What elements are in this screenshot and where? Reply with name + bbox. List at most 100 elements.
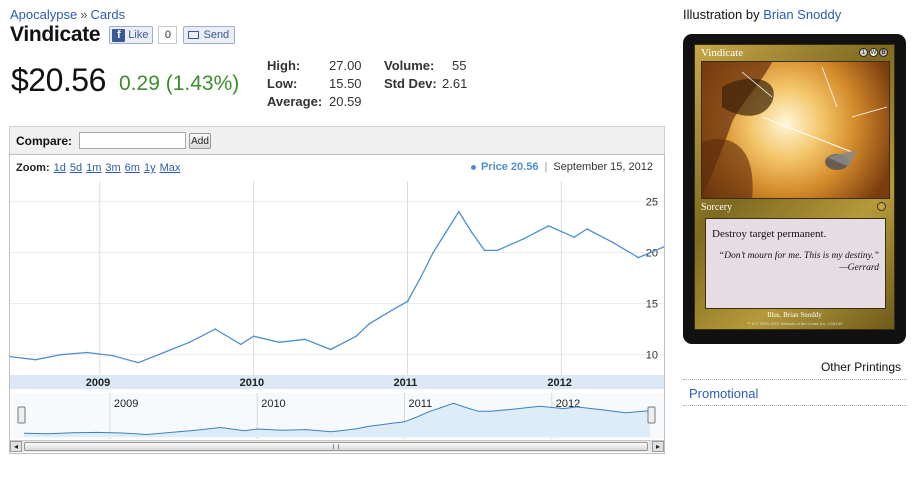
facebook-like-button[interactable]: f Like: [109, 26, 154, 44]
price-point: [547, 225, 550, 227]
zoom-3m[interactable]: 3m: [105, 162, 121, 174]
flavor-quote: “Don’t mourn for me. This is my destiny.…: [718, 251, 879, 261]
price-point: [278, 341, 281, 344]
y-tick-label: 15: [646, 299, 658, 311]
card-rules-text: Destroy target permanent.: [712, 228, 827, 240]
price-change: 0.29 (1.43%): [119, 72, 240, 95]
card-artist-line: Illus. Brian Snoddy: [767, 311, 822, 319]
stat-stddev: Std Dev: 2.61: [384, 76, 467, 91]
zoom-5d[interactable]: 5d: [69, 162, 83, 174]
title-row: Vindicate f Like 0 Send: [10, 23, 236, 47]
zoom-controls: Zoom: 1d 5d 1m 3m 6m 1y Max: [16, 162, 180, 174]
price-point: [368, 323, 370, 325]
price-point: [252, 335, 255, 337]
illustration-credit: Illustration by Brian Snoddy: [683, 7, 841, 22]
mana-black-icon: B: [879, 48, 888, 57]
chart-scrollbar[interactable]: ◂ ▸: [10, 440, 664, 452]
compare-label: Compare:: [16, 134, 73, 148]
compare-input[interactable]: [79, 132, 186, 149]
navigator-tick-label: 2009: [114, 398, 138, 410]
stat-high-value: 27.00: [329, 58, 362, 73]
zoom-max[interactable]: Max: [159, 162, 181, 174]
price-point: [406, 300, 409, 303]
stat-low-label: Low:: [267, 76, 298, 91]
series-dot-icon: [470, 164, 476, 170]
price-point: [240, 343, 242, 346]
price-point: [419, 277, 422, 279]
navigator-line: [23, 402, 651, 436]
price-point: [393, 307, 396, 310]
breadcrumb: Apocalypse» Cards: [10, 7, 125, 22]
price-point: [163, 351, 165, 354]
price-point: [60, 353, 63, 356]
card-copyright: ™ & © 1993–2001 Wizards of the Coast, In…: [746, 321, 843, 326]
price-point: [611, 241, 614, 244]
scroll-left-button[interactable]: ◂: [10, 441, 22, 452]
x-tick-label: 2011: [394, 377, 418, 389]
chart-legend: Price 20.56 | September 15, 2012: [470, 161, 653, 173]
zoom-1d[interactable]: 1d: [53, 162, 66, 174]
envelope-icon: [188, 31, 200, 39]
zoom-1y[interactable]: 1y: [143, 162, 156, 174]
navigator-left-handle[interactable]: [17, 406, 26, 424]
page-title: Vindicate: [10, 23, 101, 46]
compare-bar: Compare: Add: [9, 126, 665, 154]
price-point: [34, 358, 37, 361]
mana-white-icon: W: [869, 48, 878, 57]
card-art-illustration: [702, 62, 888, 198]
facebook-like-label: Like: [128, 29, 149, 41]
stat-average-label: Average:: [267, 94, 323, 109]
card-frame: Vindicate 1 W B Sorcery Destroy target p…: [694, 44, 895, 330]
price-point: [483, 249, 486, 252]
breadcrumb-apocalypse-link[interactable]: Apocalypse: [10, 7, 78, 22]
stat-high-label: High:: [267, 58, 301, 73]
card-flavor-text: “Don’t mourn for me. This is my destiny.…: [712, 250, 879, 274]
x-tick-label: 2010: [240, 377, 264, 389]
price-point: [663, 245, 664, 248]
navigator-area: [24, 403, 650, 437]
price-point: [470, 231, 473, 233]
facebook-send-label: Send: [203, 29, 230, 41]
illustrator-link[interactable]: Brian Snoddy: [763, 7, 842, 22]
navigator-chart[interactable]: 2009 2010 2011 2012: [10, 393, 664, 439]
price-point: [214, 328, 216, 330]
breadcrumb-separator: »: [80, 7, 88, 22]
stat-high: High: 27.00: [267, 58, 362, 73]
card-textbox: Destroy target permanent. “Don’t mourn f…: [705, 218, 886, 309]
price-point: [432, 251, 434, 254]
facebook-like-count: 0: [158, 26, 178, 44]
mana-cost: 1 W B: [859, 48, 888, 57]
navigator-tick-label: 2011: [409, 398, 433, 410]
price-point: [188, 341, 191, 344]
price-point: [304, 338, 306, 341]
current-price: $20.56: [11, 62, 106, 98]
card-art: [701, 61, 890, 199]
navigator-right-handle[interactable]: [647, 406, 656, 424]
facebook-send-button[interactable]: Send: [183, 26, 236, 44]
legend-date: September 15, 2012: [553, 161, 653, 173]
stat-low-value: 15.50: [329, 76, 362, 91]
price-point: [355, 335, 358, 337]
other-printing-item: Promotional: [683, 386, 907, 406]
y-tick-label: 10: [646, 350, 658, 362]
price-point: [522, 238, 524, 240]
price-point: [111, 354, 114, 357]
scroll-thumb[interactable]: [24, 442, 648, 451]
x-axis-band: [10, 375, 664, 389]
other-printings-heading: Other Printings: [683, 360, 907, 380]
price-point: [458, 210, 460, 213]
facebook-icon: f: [112, 28, 126, 42]
other-printing-promotional-link[interactable]: Promotional: [689, 386, 759, 401]
price-line: [10, 210, 664, 364]
zoom-6m[interactable]: 6m: [124, 162, 140, 174]
price-point: [496, 249, 499, 252]
legend-separator: |: [544, 161, 548, 173]
zoom-1m[interactable]: 1m: [86, 162, 102, 174]
scroll-right-button[interactable]: ▸: [652, 441, 664, 452]
stat-stddev-value: 2.61: [442, 76, 468, 91]
card-name: Vindicate: [701, 47, 744, 59]
x-tick-label: 2012: [547, 377, 571, 389]
compare-add-button[interactable]: Add: [189, 133, 211, 149]
breadcrumb-cards-link[interactable]: Cards: [90, 7, 126, 22]
